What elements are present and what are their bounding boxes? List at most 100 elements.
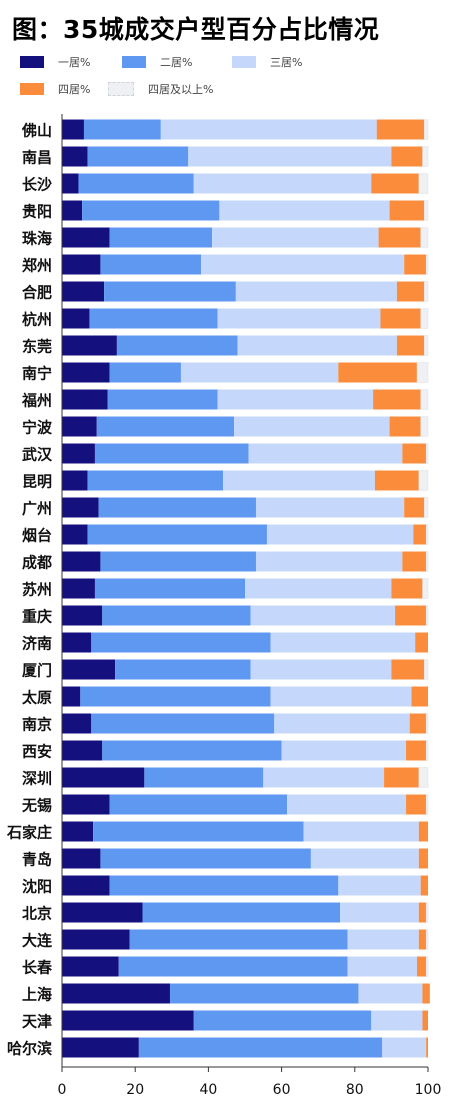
bar-segment-one (62, 929, 130, 950)
bar-segment-four (409, 713, 427, 734)
bar-segment-fivePlus (420, 389, 429, 410)
bar-segment-two (89, 308, 218, 329)
bar-segment-four (384, 767, 419, 788)
bar-segment-four (395, 605, 427, 626)
category-label: 大连 (22, 932, 53, 950)
bar-segment-four (420, 875, 428, 896)
bar-segment-one (62, 362, 110, 383)
chart-title: 图：35城成交户型百分占比情况 (12, 15, 380, 44)
legend-label-two: 二居% (160, 56, 193, 69)
bar-segment-two (193, 1010, 372, 1031)
category-label: 佛山 (21, 122, 52, 140)
bar-segment-one (62, 254, 101, 275)
bar-segment-one (62, 443, 95, 464)
bar-segment-fivePlus (424, 659, 429, 680)
legend-label-one: 一居% (58, 56, 91, 69)
category-label: 深圳 (22, 770, 52, 788)
x-tick-label: 100 (415, 1082, 442, 1098)
bar-segment-fivePlus (422, 578, 429, 599)
category-label: 青岛 (22, 851, 52, 869)
bar-segment-two (83, 119, 161, 140)
bar-segment-four (426, 1037, 428, 1058)
bar-segment-one (62, 605, 103, 626)
category-label: 苏州 (22, 581, 52, 599)
bar-segment-four (376, 119, 425, 140)
category-label: 长沙 (22, 176, 52, 194)
bar-segment-two (100, 254, 202, 275)
legend-swatch-four (20, 83, 44, 95)
bar-segment-two (138, 1037, 383, 1058)
bar-segment-fivePlus (422, 146, 429, 167)
category-label: 无锡 (21, 797, 52, 815)
bar-segment-three (193, 173, 372, 194)
legend-label-three: 三居% (270, 56, 303, 69)
bar-segment-one (62, 1010, 194, 1031)
bar-segment-one (62, 821, 94, 842)
bar-segment-four (406, 794, 427, 815)
bar-segment-two (109, 362, 181, 383)
bar-segment-fivePlus (418, 470, 429, 491)
bar-segment-one (62, 146, 88, 167)
bar-segment-fivePlus (425, 794, 429, 815)
category-label: 厦门 (22, 662, 52, 680)
category-label: 石家庄 (6, 824, 52, 842)
category-label: 郑州 (22, 257, 52, 275)
bar-segment-four (418, 929, 427, 950)
category-label: 东莞 (22, 338, 52, 356)
bar-segment-one (62, 389, 108, 410)
bar-segment-two (87, 470, 224, 491)
bar-segment-three (212, 227, 379, 248)
x-tick-label: 20 (126, 1082, 144, 1098)
bar-segment-two (116, 335, 238, 356)
category-label: 南京 (22, 716, 52, 734)
category-label: 哈尔滨 (7, 1040, 52, 1058)
bar-segment-fivePlus (425, 254, 429, 275)
bar-segment-four (411, 686, 428, 707)
chart-legend: 一居% 二居% 三居% 四居% 四居及以上% (0, 0, 476, 110)
bar-segment-two (107, 389, 218, 410)
category-label: 贵阳 (22, 203, 52, 221)
bar-segment-two (109, 875, 339, 896)
bar-segment-four (402, 443, 427, 464)
category-label: 珠海 (22, 230, 52, 248)
bar-segment-three (245, 578, 392, 599)
bar-segment-two (144, 767, 264, 788)
bar-segment-two (100, 848, 311, 869)
category-label: 沈阳 (22, 878, 52, 896)
bar-segment-one (62, 902, 143, 923)
bar-segment-two (169, 983, 359, 1004)
bar-segment-one (62, 227, 110, 248)
bar-segment-fivePlus (425, 929, 429, 950)
bar-segment-two (94, 578, 245, 599)
bar-segment-four (373, 389, 421, 410)
bar-segment-one (62, 416, 97, 437)
bar-segment-three (303, 821, 419, 842)
bar-segment-four (413, 524, 427, 545)
bar-segment-three (234, 416, 390, 437)
bar-segment-two (78, 173, 194, 194)
bar-segment-four (404, 497, 425, 518)
category-label: 南宁 (22, 365, 52, 383)
bar-segment-one (62, 848, 101, 869)
bar-segment-three (382, 1037, 427, 1058)
bar-segment-one (62, 200, 83, 221)
legend-swatch-three (232, 56, 256, 68)
bar-segment-two (104, 281, 236, 302)
bar-segment-two (115, 659, 251, 680)
category-label: 武汉 (22, 446, 53, 464)
legend-item-five-plus: 四居及以上% (108, 81, 213, 97)
bar-segment-one (62, 551, 101, 572)
bar-segment-one (62, 713, 92, 734)
legend-item-one: 一居% (20, 54, 90, 70)
bar-segment-four (389, 416, 421, 437)
bar-segment-three (263, 767, 385, 788)
bar-segment-four (418, 848, 428, 869)
category-label: 合肥 (21, 284, 52, 302)
bar-segment-two (93, 821, 304, 842)
bar-segment-one (62, 1037, 139, 1058)
bar-segment-three (371, 1010, 423, 1031)
bar-segment-two (91, 713, 275, 734)
bar-segment-one (62, 281, 105, 302)
category-label: 广州 (22, 500, 52, 518)
